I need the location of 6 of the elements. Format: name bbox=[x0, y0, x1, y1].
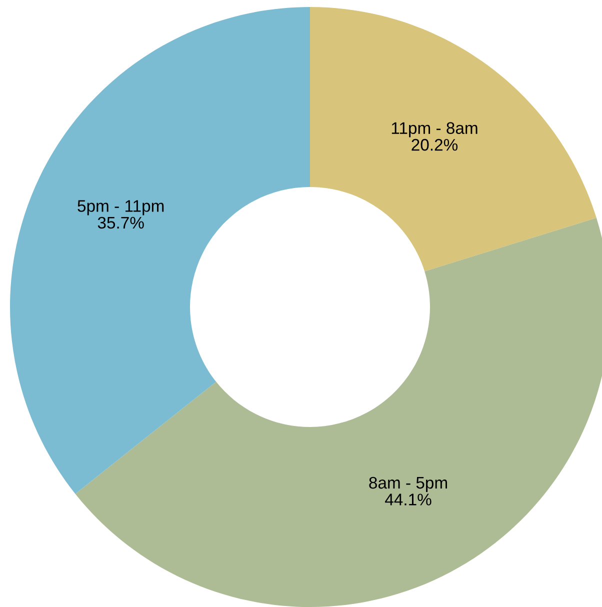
data-label: 35.7% bbox=[98, 216, 144, 229]
slice-label: 11pm - 8am bbox=[392, 122, 478, 138]
slice-label: 8am - 5pm bbox=[369, 476, 447, 492]
data-label: 20.2% bbox=[412, 138, 458, 151]
data-label: 44.1% bbox=[385, 494, 432, 506]
slice-label: 5pm - 11pm bbox=[78, 200, 164, 216]
